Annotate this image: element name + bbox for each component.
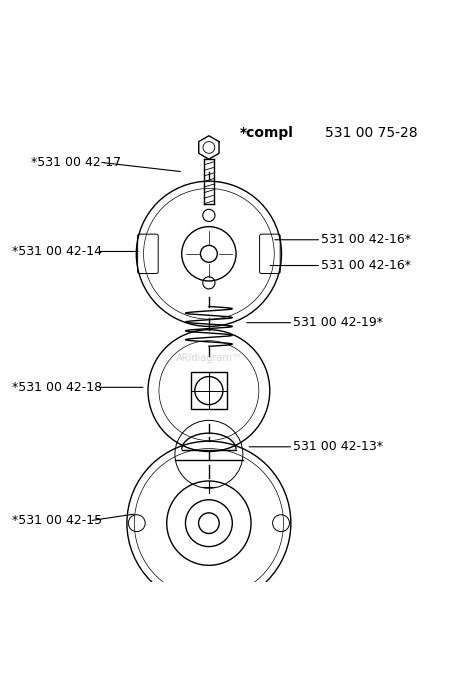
Text: *531 00 42-17: *531 00 42-17 (31, 156, 121, 169)
Text: 531 00 42-19*: 531 00 42-19* (293, 316, 383, 329)
Text: *compl: *compl (239, 126, 293, 140)
Text: *531 00 42-15: *531 00 42-15 (12, 514, 102, 528)
Text: 531 00 42-13*: 531 00 42-13* (293, 441, 383, 453)
Text: 531 00 75-28: 531 00 75-28 (325, 126, 418, 140)
Text: *531 00 42-18: *531 00 42-18 (12, 381, 102, 394)
Text: 531 00 42-16*: 531 00 42-16* (321, 259, 411, 272)
Text: ARIdiagram™: ARIdiagram™ (175, 353, 242, 363)
Text: 531 00 42-16*: 531 00 42-16* (321, 234, 411, 246)
Bar (191, 373, 227, 409)
Text: *531 00 42-14: *531 00 42-14 (12, 245, 102, 258)
